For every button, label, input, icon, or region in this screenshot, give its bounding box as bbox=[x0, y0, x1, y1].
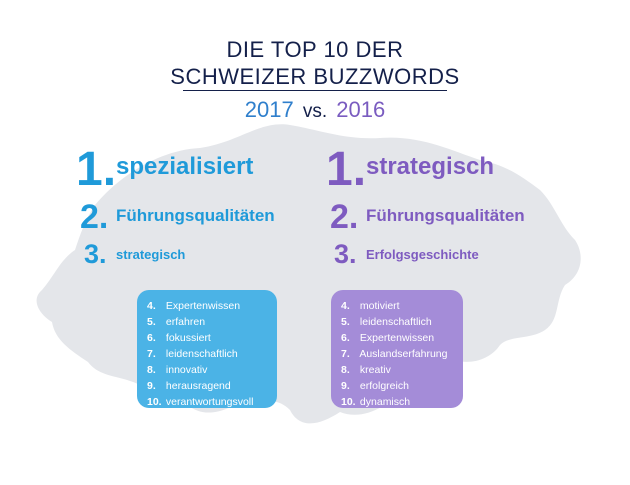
vs-label: vs. bbox=[302, 101, 328, 122]
item-number: 5. bbox=[341, 316, 350, 328]
page-title: DIE TOP 10 DER SCHWEIZER BUZZWORDS bbox=[0, 36, 630, 90]
title-line-1: DIE TOP 10 DER bbox=[226, 37, 404, 62]
list-box-2016: 4. motiviert 5. leidenschaftlich 6. Expe… bbox=[331, 290, 463, 408]
rank-word-2017-2: Führungsqualitäten bbox=[116, 206, 275, 225]
item-word: leidenschaftlich bbox=[165, 348, 238, 360]
list-item: 5. leidenschaftlich bbox=[341, 314, 453, 330]
year-2017-label: 2017 bbox=[244, 97, 294, 122]
rank-number-2016-2: 2. bbox=[330, 198, 359, 236]
list-item: 8. kreativ bbox=[341, 362, 453, 378]
item-number: 7. bbox=[147, 348, 156, 360]
list-item: 7. leidenschaftlich bbox=[147, 346, 267, 362]
list-item: 9. erfolgreich bbox=[341, 378, 453, 394]
item-word: erfahren bbox=[165, 316, 206, 328]
rank-word-2017-1: spezialisiert bbox=[116, 153, 254, 180]
item-word: leidenschaftlich bbox=[359, 316, 432, 328]
year-2016-label: 2016 bbox=[336, 97, 386, 122]
item-number: 6. bbox=[147, 332, 156, 344]
item-word: Expertenwissen bbox=[165, 300, 241, 312]
list-item: 4. Expertenwissen bbox=[147, 298, 267, 314]
item-number: 10. bbox=[147, 396, 162, 408]
item-word: erfolgreich bbox=[359, 380, 409, 392]
item-number: 4. bbox=[341, 300, 350, 312]
item-word: Auslandserfahrung bbox=[359, 348, 448, 360]
item-word: motiviert bbox=[359, 300, 400, 312]
list-item: 8. innovativ bbox=[147, 362, 267, 378]
item-number: 6. bbox=[341, 332, 350, 344]
rank-word-2016-1: strategisch bbox=[366, 153, 495, 180]
year-comparison: 2017 vs. 2016 bbox=[0, 97, 630, 123]
item-word: innovativ bbox=[165, 364, 208, 376]
item-word: dynamisch bbox=[359, 396, 411, 408]
item-number: 7. bbox=[341, 348, 350, 360]
rank-number-2017-3: 3. bbox=[84, 239, 107, 269]
list-item: 7. Auslandserfahrung bbox=[341, 346, 453, 362]
item-word: verantwortungsvoll bbox=[165, 396, 254, 408]
item-word: kreativ bbox=[359, 364, 391, 376]
item-word: fokussiert bbox=[165, 332, 211, 344]
list-item: 6. fokussiert bbox=[147, 330, 267, 346]
rank-number-2016-3: 3. bbox=[334, 239, 357, 269]
item-number: 4. bbox=[147, 300, 156, 312]
list-item: 5. erfahren bbox=[147, 314, 267, 330]
rank-number-2016-1: 1. bbox=[326, 143, 367, 196]
rank-word-2016-2: Führungsqualitäten bbox=[366, 206, 525, 225]
rank-word-2016-3: Erfolgsgeschichte bbox=[366, 247, 479, 262]
item-word: Expertenwissen bbox=[359, 332, 435, 344]
item-number: 8. bbox=[341, 364, 350, 376]
title-divider bbox=[183, 90, 447, 91]
rank-number-2017-2: 2. bbox=[80, 198, 109, 236]
list-item: 10. verantwortungsvoll bbox=[147, 394, 267, 410]
item-number: 9. bbox=[341, 380, 350, 392]
list-item: 10. dynamisch bbox=[341, 394, 453, 410]
item-number: 8. bbox=[147, 364, 156, 376]
item-number: 9. bbox=[147, 380, 156, 392]
list-item: 6. Expertenwissen bbox=[341, 330, 453, 346]
list-box-2017: 4. Expertenwissen 5. erfahren 6. fokussi… bbox=[137, 290, 277, 408]
list-item: 4. motiviert bbox=[341, 298, 453, 314]
rank-number-2017-1: 1. bbox=[76, 143, 117, 196]
item-number: 10. bbox=[341, 396, 356, 408]
rank-word-2017-3: strategisch bbox=[116, 247, 186, 262]
title-line-2: SCHWEIZER BUZZWORDS bbox=[170, 64, 460, 89]
item-number: 5. bbox=[147, 316, 156, 328]
list-item: 9. herausragend bbox=[147, 378, 267, 394]
item-word: herausragend bbox=[165, 380, 231, 392]
